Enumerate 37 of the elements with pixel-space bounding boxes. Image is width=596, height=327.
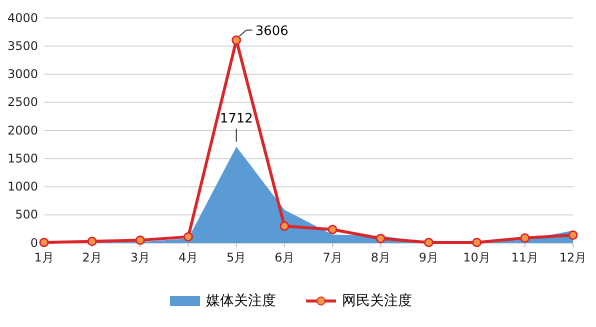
point [135, 235, 145, 245]
x-tick-label: 4月 [178, 250, 198, 265]
x-tick-label: 7月 [322, 250, 342, 265]
x-tick-label: 3月 [130, 250, 150, 265]
x-tick-label: 11月 [511, 250, 539, 265]
x-tick-label: 2月 [82, 250, 102, 265]
point [376, 234, 386, 244]
point [280, 221, 290, 231]
legend-label: 网民关注度 [342, 293, 412, 309]
y-tick-label: 1500 [7, 151, 38, 166]
point [232, 35, 242, 45]
point [184, 232, 194, 242]
point [87, 236, 97, 246]
y-tick-label: 3500 [7, 38, 38, 53]
y-tick-label: 1000 [7, 180, 38, 194]
y-tick-label: 2000 [7, 123, 38, 138]
x-tick-label: 12月 [559, 250, 587, 265]
y-tick-label: 2500 [7, 95, 38, 110]
point [472, 238, 482, 248]
point [520, 233, 530, 243]
x-tick-label: 8月 [370, 250, 390, 265]
y-tick-label: 0 [30, 236, 38, 250]
x-tick-label: 6月 [274, 250, 294, 265]
x-tick-label: 10月 [463, 250, 490, 265]
point [39, 238, 49, 248]
data-label: 3606 [255, 24, 288, 40]
legend-label: 媒体关注度 [206, 293, 276, 309]
y-tick-label: 4000 [7, 10, 38, 25]
x-tick-label: 5月 [226, 250, 246, 265]
x-tick-label: 1月 [34, 250, 54, 265]
x-tick-label: 9月 [418, 250, 439, 265]
point [568, 230, 578, 240]
point [328, 224, 338, 234]
data-label: 1712 [220, 112, 253, 127]
y-tick-label: 3000 [7, 67, 38, 82]
y-tick-label: 500 [15, 208, 38, 222]
point [424, 238, 434, 248]
